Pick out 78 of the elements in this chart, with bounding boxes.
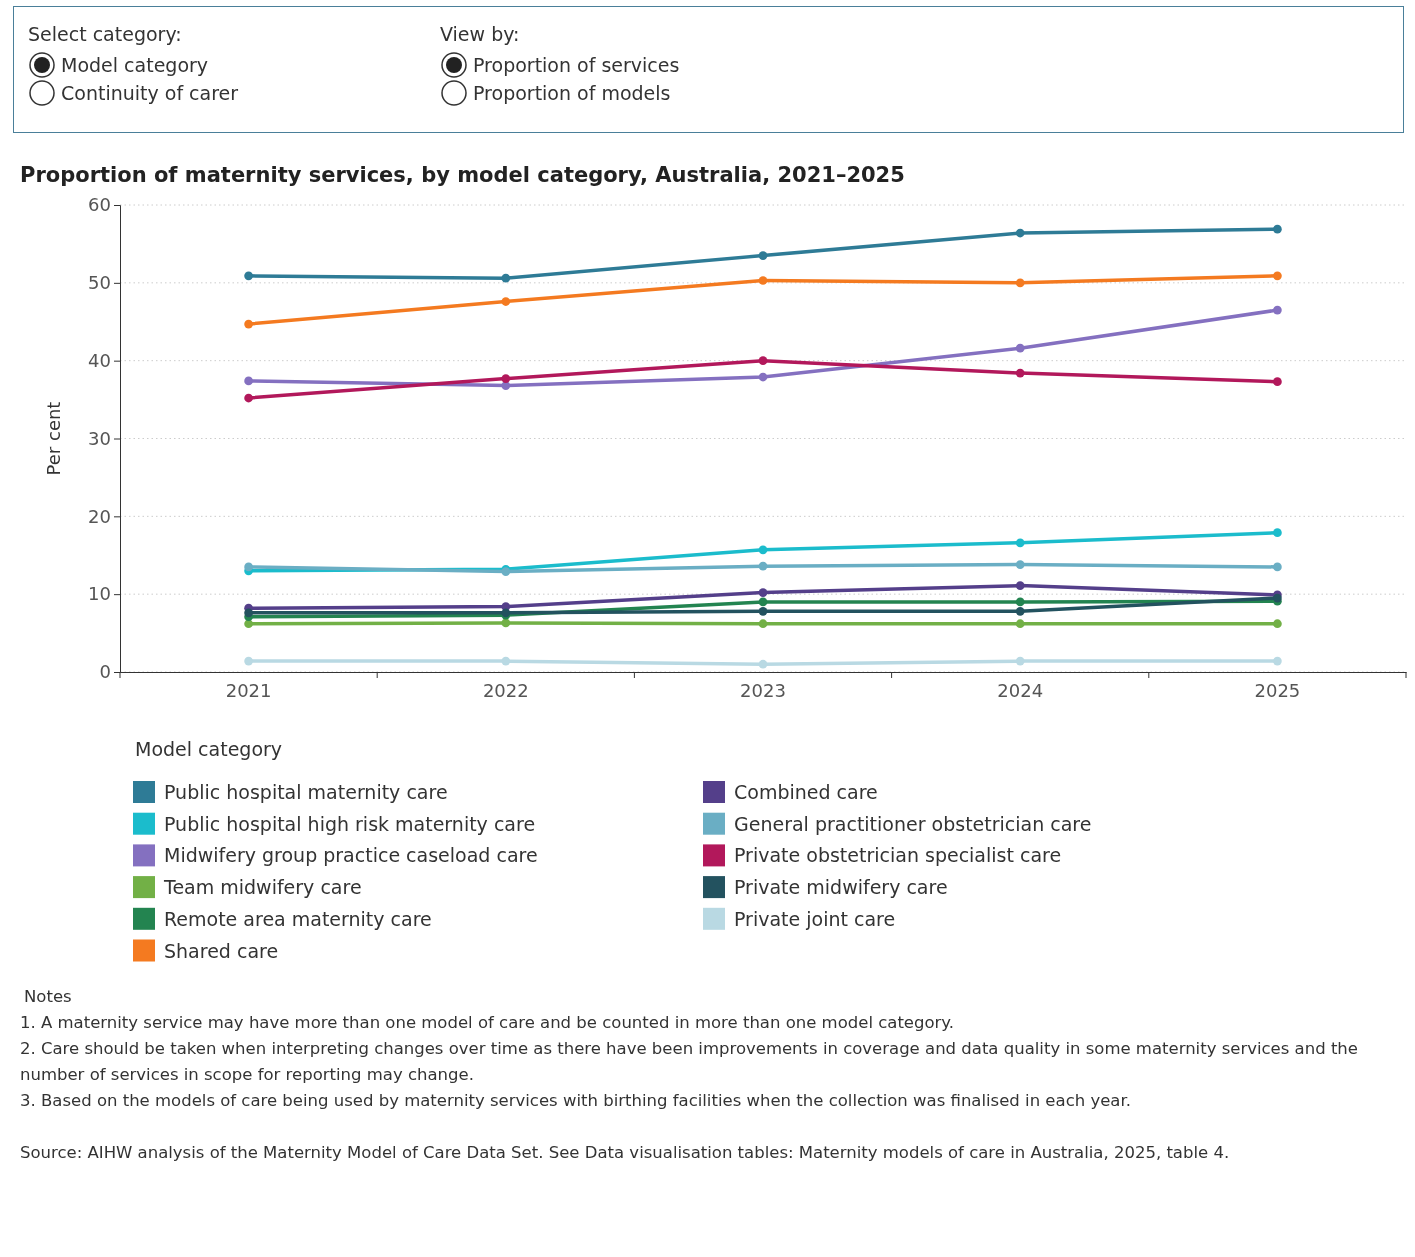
y-axis-title: Per cent <box>43 401 64 476</box>
point <box>758 606 768 616</box>
point <box>1015 343 1025 353</box>
point <box>1273 271 1282 281</box>
point <box>1015 538 1025 548</box>
point <box>501 297 511 306</box>
point <box>244 319 253 329</box>
x-tick-label: 2025 <box>1254 679 1301 701</box>
point <box>1273 656 1282 666</box>
point <box>758 588 768 597</box>
y-tick-label: 20 <box>88 505 111 527</box>
y-tick-label: 0 <box>99 661 111 683</box>
text: Model category <box>61 54 209 76</box>
legend-label: Public hospital maternity care <box>164 781 448 803</box>
point <box>758 545 768 555</box>
legend-label: Private midwifery care <box>734 876 948 899</box>
legend-label: Private joint care <box>734 907 896 930</box>
point <box>1015 278 1025 288</box>
point <box>1015 560 1025 569</box>
point <box>1015 619 1025 629</box>
legend-label: Shared care <box>164 939 279 962</box>
point <box>501 656 511 666</box>
legend-label: Midwifery group practice caseload care <box>164 844 538 867</box>
point <box>1015 606 1025 616</box>
point <box>1273 224 1282 234</box>
text: Notes <box>24 986 73 1008</box>
y-tick-label: 50 <box>88 272 111 294</box>
point <box>1273 619 1282 629</box>
text: 1. A maternity service may have more than one model of care and be counted in more than one model category. <box>20 1012 956 1034</box>
chart-title: Proportion of maternity services, by model category, Australia, 2021–2025 <box>20 163 905 187</box>
x-tick-label: 2022 <box>482 679 529 701</box>
y-tick-label: 40 <box>88 349 111 371</box>
point <box>244 562 253 572</box>
point <box>1015 581 1025 590</box>
x-tick-label: 2021 <box>225 679 272 701</box>
text: Proportion of models <box>473 82 671 104</box>
point <box>758 619 768 629</box>
legend-label: General practitioner obstetrician care <box>734 812 1092 835</box>
point <box>1015 228 1025 238</box>
source-note: Source: AIHW analysis of the Maternity Model of Care Data Set. See Data visualisation tables: Maternity models of care in Australia, 2025, table 4. <box>20 1142 1231 1164</box>
text: Proportion of services <box>473 54 680 76</box>
point <box>758 561 768 571</box>
point <box>1273 562 1282 572</box>
point <box>758 356 768 366</box>
text: 2. Care should be taken when interpreting changes over time as there have been improvements in coverage and data quality in some maternity services and the number of services in scope for reporting may change. <box>20 1038 1359 1086</box>
text: Select category: <box>28 23 183 47</box>
point <box>244 608 253 618</box>
point <box>501 273 511 283</box>
legend-label: Remote area maternity care <box>164 907 432 930</box>
point <box>1273 305 1282 315</box>
point <box>1015 368 1025 378</box>
x-tick-label: 2024 <box>997 679 1044 701</box>
point <box>244 393 253 403</box>
text: 3. Based on the models of care being used by maternity services with birthing facilities when the collection was finalised in each year. <box>20 1090 1132 1112</box>
point <box>501 618 511 628</box>
legend-label: Private obstetrician specialist care <box>734 844 1062 867</box>
point <box>758 251 768 260</box>
point <box>244 271 253 281</box>
y-tick-label: 10 <box>88 583 111 605</box>
legend-label: Public hospital high risk maternity care <box>164 812 536 835</box>
point <box>758 597 768 607</box>
y-tick-label: 30 <box>88 427 111 449</box>
legend-label: Team midwifery care <box>163 876 362 899</box>
point <box>758 276 768 285</box>
point <box>244 656 253 666</box>
x-tick-label: 2023 <box>740 679 786 701</box>
legend-label: Combined care <box>734 781 878 803</box>
point <box>1273 377 1282 387</box>
point <box>501 374 511 383</box>
y-tick-label: 60 <box>88 194 111 216</box>
text: View by: <box>440 23 521 47</box>
point <box>1015 656 1025 666</box>
legend-title: Model category <box>135 738 283 760</box>
point <box>758 659 768 669</box>
point <box>1015 597 1025 607</box>
point <box>244 376 253 386</box>
point <box>1273 528 1282 538</box>
text: Continuity of carer <box>61 82 239 104</box>
